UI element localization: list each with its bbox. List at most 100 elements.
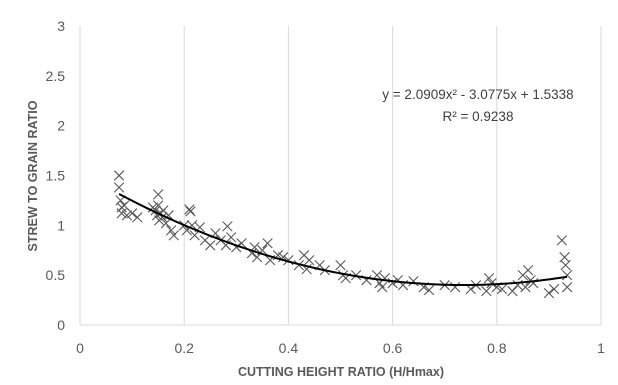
data-point-stroke (231, 242, 242, 253)
data-point (152, 189, 164, 200)
data-point (548, 283, 560, 295)
data-point-stroke (304, 255, 315, 266)
data-point (168, 230, 179, 241)
x-tick-label: 0.2 (174, 340, 194, 356)
data-point-stroke (561, 269, 573, 281)
data-point (483, 272, 495, 284)
data-point-stroke (522, 264, 534, 276)
data-point-stroke (168, 230, 179, 241)
data-point (560, 260, 571, 271)
data-point (113, 170, 125, 181)
x-tick-label: 0.6 (383, 340, 403, 356)
data-point-stroke (165, 225, 177, 236)
y-axis-title: STREW TO GRAIN RATIO (26, 100, 40, 251)
data-point-stroke (298, 250, 310, 261)
data-point (262, 238, 273, 249)
gridlines (79, 26, 602, 326)
data-point-stroke (163, 210, 174, 221)
data-point-stroke (496, 283, 508, 295)
data-point-stroke (262, 238, 273, 249)
data-point-stroke (376, 281, 388, 293)
y-tick-label: 0.5 (46, 267, 66, 283)
data-point (522, 264, 534, 276)
data-point-stroke (132, 212, 143, 223)
data-point-stroke (379, 272, 390, 284)
data-point-stroke (283, 255, 294, 266)
data-point-stroke (392, 274, 403, 286)
data-point-stroke (189, 230, 200, 241)
data-point (486, 277, 497, 289)
x-axis-title: CUTTING HEIGHT RATIO (H/Hmax) (238, 365, 444, 379)
data-point (376, 281, 388, 293)
y-tick-label: 2 (57, 118, 65, 134)
x-tick-label: 1 (597, 340, 605, 356)
data-point (185, 206, 196, 217)
data-point (335, 260, 346, 271)
data-point-stroke (157, 212, 168, 223)
data-point-stroke (543, 287, 555, 299)
data-point (189, 230, 200, 241)
data-point (561, 269, 573, 281)
data-point-stroke (113, 170, 125, 181)
data-point (423, 284, 435, 296)
data-point (184, 204, 195, 215)
data-point (163, 210, 174, 221)
data-point-stroke (483, 272, 495, 284)
x-tick-label: 0 (76, 340, 84, 356)
data-point (165, 225, 177, 236)
data-point-stroke (520, 281, 531, 293)
data-point-stroke (561, 281, 573, 293)
data-point (121, 210, 133, 221)
data-point-stroke (119, 200, 130, 211)
data-point (556, 235, 568, 246)
data-point-stroke (121, 210, 133, 221)
data-point-stroke (225, 232, 237, 243)
data-point (126, 208, 138, 219)
data-point (225, 232, 237, 243)
data-point (543, 287, 555, 299)
data-points (113, 170, 573, 299)
data-point (449, 281, 461, 293)
data-point-stroke (481, 285, 492, 297)
trendline (118, 193, 568, 286)
data-point-stroke (560, 260, 571, 271)
data-point-stroke (246, 248, 258, 259)
data-point (186, 220, 198, 231)
y-tick-label: 3 (57, 18, 65, 34)
data-point-stroke (199, 235, 211, 246)
data-point-stroke (222, 221, 233, 232)
data-point-stroke (387, 277, 398, 289)
data-point (481, 285, 492, 297)
data-point-stroke (548, 283, 560, 295)
data-point-stroke (152, 189, 164, 200)
data-point-stroke (465, 283, 476, 295)
data-point-stroke (116, 208, 127, 219)
tick-labels: 0 0.2 0.4 0.6 0.8 1 0 0.5 1 1.5 2 2.5 3 (46, 18, 606, 356)
trendline-r2: R² = 0.9238 (443, 109, 514, 124)
data-point-stroke (449, 281, 461, 293)
data-point-stroke (186, 220, 198, 231)
data-point (113, 182, 125, 193)
data-point-stroke (205, 240, 216, 251)
data-point (283, 255, 294, 266)
data-point (496, 283, 508, 295)
data-point-stroke (113, 182, 125, 193)
data-point (132, 212, 143, 223)
data-point-stroke (423, 284, 435, 296)
data-point (561, 281, 573, 293)
data-point-stroke (361, 274, 372, 286)
y-tick-label: 0 (57, 317, 65, 333)
data-point-stroke (278, 252, 289, 263)
data-point-stroke (335, 260, 346, 271)
data-point (116, 208, 127, 219)
y-tick-label: 1.5 (46, 168, 66, 184)
data-point (205, 240, 216, 251)
data-point (222, 221, 233, 232)
data-point-stroke (126, 208, 138, 219)
data-point-stroke (160, 218, 172, 229)
data-point-stroke (184, 204, 195, 215)
data-point-stroke (152, 200, 164, 211)
trendline-equation: y = 2.0909x² - 3.0775x + 1.5338 (382, 87, 573, 102)
